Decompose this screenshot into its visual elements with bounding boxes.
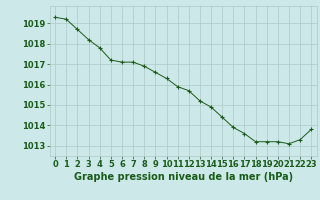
X-axis label: Graphe pression niveau de la mer (hPa): Graphe pression niveau de la mer (hPa)	[74, 172, 293, 182]
